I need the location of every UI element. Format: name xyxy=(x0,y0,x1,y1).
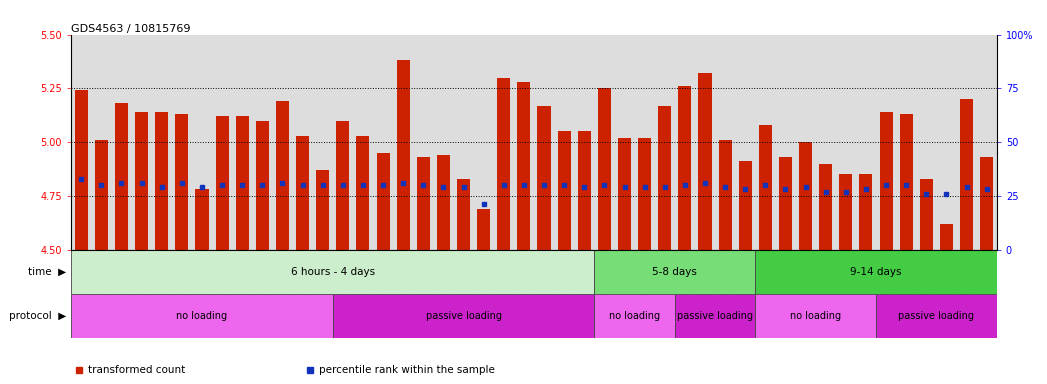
Bar xyxy=(638,138,651,250)
Bar xyxy=(678,86,691,250)
Bar xyxy=(899,114,913,250)
Text: 5-8 days: 5-8 days xyxy=(652,266,697,277)
Bar xyxy=(71,294,333,338)
Bar xyxy=(537,106,551,250)
Bar xyxy=(940,224,953,250)
Text: time  ▶: time ▶ xyxy=(28,266,66,277)
Bar xyxy=(437,155,450,250)
Bar xyxy=(296,136,309,250)
Bar xyxy=(919,179,933,250)
Bar xyxy=(675,294,755,338)
Bar xyxy=(819,164,832,250)
Bar xyxy=(595,250,755,294)
Bar xyxy=(175,114,188,250)
Bar xyxy=(276,101,289,250)
Bar xyxy=(879,112,893,250)
Bar xyxy=(456,179,470,250)
Bar xyxy=(95,140,108,250)
Bar xyxy=(356,136,370,250)
Text: 6 hours - 4 days: 6 hours - 4 days xyxy=(291,266,375,277)
Bar xyxy=(74,91,88,250)
Bar xyxy=(618,138,631,250)
Bar xyxy=(876,294,997,338)
Bar xyxy=(739,161,752,250)
Bar xyxy=(316,170,329,250)
Bar xyxy=(216,116,228,250)
Bar xyxy=(755,294,876,338)
Bar xyxy=(595,294,675,338)
Bar xyxy=(135,112,149,250)
Text: passive loading: passive loading xyxy=(425,311,502,321)
Bar xyxy=(377,153,389,250)
Bar xyxy=(155,112,169,250)
Bar xyxy=(477,209,490,250)
Bar xyxy=(759,125,772,250)
Bar xyxy=(196,189,208,250)
Text: passive loading: passive loading xyxy=(898,311,975,321)
Bar xyxy=(336,121,350,250)
Text: 9-14 days: 9-14 days xyxy=(850,266,901,277)
Bar xyxy=(598,88,611,250)
Text: GDS4563 / 10815769: GDS4563 / 10815769 xyxy=(71,24,191,34)
Bar xyxy=(236,116,249,250)
Bar xyxy=(115,103,128,250)
Bar xyxy=(960,99,973,250)
Bar xyxy=(497,78,510,250)
Bar xyxy=(779,157,792,250)
Text: percentile rank within the sample: percentile rank within the sample xyxy=(319,364,495,375)
Bar xyxy=(860,174,872,250)
Text: passive loading: passive loading xyxy=(677,311,753,321)
Bar xyxy=(659,106,671,250)
Bar xyxy=(397,60,409,250)
Text: no loading: no loading xyxy=(609,311,661,321)
Text: no loading: no loading xyxy=(790,311,841,321)
Bar xyxy=(517,82,531,250)
Text: no loading: no loading xyxy=(176,311,227,321)
Text: protocol  ▶: protocol ▶ xyxy=(8,311,66,321)
Bar xyxy=(755,250,997,294)
Bar xyxy=(980,157,994,250)
Bar xyxy=(840,174,852,250)
Text: transformed count: transformed count xyxy=(88,364,185,375)
Bar xyxy=(718,140,732,250)
Bar xyxy=(417,157,430,250)
Bar xyxy=(578,131,591,250)
Bar xyxy=(333,294,595,338)
Bar xyxy=(255,121,269,250)
Bar xyxy=(558,131,571,250)
Bar xyxy=(71,250,595,294)
Bar xyxy=(698,73,712,250)
Bar xyxy=(799,142,812,250)
